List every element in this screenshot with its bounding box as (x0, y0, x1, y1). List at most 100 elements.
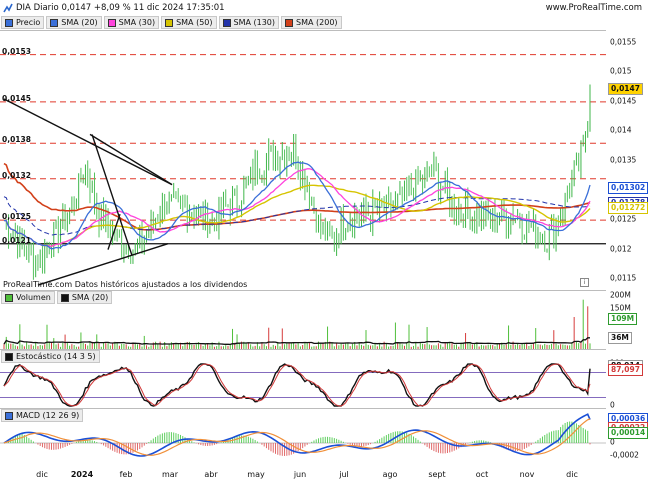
legend-swatch (5, 352, 13, 361)
stoch-legend-item-0[interactable]: Estocástico (14 3 5) (1, 350, 100, 363)
price-axis-tick: 0,0135 (610, 155, 637, 165)
price-legend-item-3[interactable]: SMA (50) (161, 16, 217, 29)
trend-line[interactable] (37, 243, 169, 286)
volume-sma-line[interactable] (3, 337, 590, 346)
chart-title: DIA Diario 0,0147 +8,09 % 11 dic 2024 17… (3, 0, 225, 16)
sma-50-line[interactable] (3, 184, 591, 248)
price-axis-tick: 0,012 (610, 244, 632, 254)
price-panel[interactable]: 0,0153 0,0145 0,0138 0,0132 0,0125 0,0121 Pro… (0, 30, 606, 290)
data-note: ProRealTime.com Datos históricos ajustad… (3, 280, 248, 289)
macd-legend-item-0[interactable]: MACD (12 26 9) (1, 409, 84, 422)
trend-line[interactable] (89, 133, 173, 186)
site-url[interactable]: www.ProRealTime.com (545, 3, 642, 13)
price-chart[interactable] (0, 31, 606, 291)
price-value-tag: 0,01302 (608, 182, 649, 195)
month-label: 2024 (70, 470, 94, 479)
price-legend-item-0[interactable]: Precio (1, 16, 45, 29)
sma-20-line[interactable] (3, 161, 591, 250)
info-icon[interactable]: i (580, 278, 589, 287)
legend-label: Volumen (16, 293, 51, 302)
legend-label: SMA (50) (176, 18, 213, 27)
level-label: 0,0153 (2, 46, 31, 56)
stochastic-panel[interactable] (0, 349, 606, 407)
stochastic-chart[interactable] (0, 350, 606, 408)
chart-header: DIA Diario 0,0147 +8,09 % 11 dic 2024 17… (0, 0, 650, 16)
volume-value-tag: 109M (608, 312, 638, 325)
volume-value-tag: 36M (608, 332, 632, 345)
month-label: ago (382, 470, 398, 479)
stochastic-d-line[interactable] (3, 363, 591, 407)
level-label: 0,0138 (2, 135, 31, 145)
macd-panel[interactable] (0, 408, 606, 468)
price-axis-tick: 0,0145 (610, 96, 637, 106)
level-label: 0,0145 (2, 93, 31, 103)
volume-chart[interactable] (0, 291, 606, 349)
legend-label: Precio (16, 18, 41, 27)
month-label: feb (119, 470, 133, 479)
price-legend-item-5[interactable]: SMA (200) (281, 16, 342, 29)
trend-line[interactable] (91, 134, 133, 256)
month-label: dic (566, 470, 578, 479)
price-value-tag: 0,0147 (608, 83, 643, 96)
stoch-value-tag: 87,097 (608, 363, 643, 376)
volume-axis-tick: 200M (610, 290, 631, 300)
volume-legend: Volumen SMA (20) (1, 291, 113, 304)
month-label: jul (339, 470, 349, 479)
price-axis-tick: 0,0155 (610, 37, 637, 47)
macd-chart[interactable] (0, 409, 606, 469)
volume-panel[interactable] (0, 290, 606, 349)
level-label: 0,0132 (2, 170, 31, 180)
price-legend-item-2[interactable]: SMA (30) (103, 16, 160, 29)
macd-line[interactable] (3, 413, 591, 457)
legend-swatch (285, 18, 294, 27)
legend-swatch (5, 411, 13, 420)
price-axis-tick: 0,015 (610, 66, 632, 76)
price-axis-tick: 0,014 (610, 125, 632, 135)
level-label: 0,0121 (2, 235, 31, 245)
legend-label: SMA (130) (233, 18, 276, 27)
stochastic-legend: Estocástico (14 3 5) (1, 350, 100, 363)
level-label: 0,0125 (2, 212, 31, 222)
month-label: mar (162, 470, 178, 479)
legend-label: SMA (30) (118, 18, 156, 27)
price-axis-tick: 0,0125 (610, 214, 637, 224)
price-legend: Precio SMA (20) SMA (30) SMA (50) SMA (130) S… (1, 16, 342, 29)
legend-swatch (5, 18, 13, 27)
volume-legend-item-0[interactable]: Volumen (1, 291, 55, 304)
month-label: may (247, 470, 265, 479)
month-label: dic (36, 470, 48, 479)
chart-logo-icon (3, 3, 13, 13)
legend-swatch (222, 18, 231, 27)
legend-swatch (50, 18, 59, 27)
price-value-tag: 0,01272 (608, 202, 649, 215)
sma-30-line[interactable] (3, 168, 591, 247)
price-axis: 0,01550,0150,01450,0140,01350,0130,01250… (606, 30, 650, 290)
legend-swatch (5, 293, 13, 302)
legend-swatch (165, 18, 174, 27)
month-label: abr (204, 470, 218, 479)
volume-axis: 200M 150M 109M 36M (606, 290, 650, 348)
macd-axis-tick: 0 (610, 437, 615, 447)
price-axis-tick: 0,0115 (610, 273, 637, 283)
trend-line[interactable] (107, 213, 121, 250)
macd-signal-line[interactable] (3, 418, 591, 456)
price-legend-item-4[interactable]: SMA (130) (218, 16, 280, 29)
legend-label: SMA (20) (71, 293, 109, 302)
macd-legend: MACD (12 26 9) (1, 409, 84, 422)
macd-value-tag: 0,00014 (608, 426, 649, 439)
stoch-axis-tick: 0 (610, 400, 615, 410)
legend-swatch (60, 293, 69, 302)
legend-label: MACD (12 26 9) (16, 411, 80, 420)
month-label: sept (428, 470, 446, 479)
volume-axis-tick: 150M (610, 303, 631, 313)
stochastic-axis: 100088,91487,097 (606, 349, 650, 410)
trend-line[interactable] (3, 98, 173, 186)
time-axis: dic 2024 feb mar abr may jun jul ago sept oct nov di… (0, 468, 606, 482)
legend-label: SMA (20) (61, 18, 98, 27)
macd-axis-tick: -0,0002 (610, 450, 639, 460)
price-legend-item-1[interactable]: SMA (20) (46, 16, 102, 29)
instrument-title: DIA Diario 0,0147 +8,09 % 11 dic 2024 17… (16, 3, 225, 13)
legend-label: Estocástico (14 3 5) (16, 352, 96, 361)
volume-legend-item-1[interactable]: SMA (20) (56, 291, 113, 304)
